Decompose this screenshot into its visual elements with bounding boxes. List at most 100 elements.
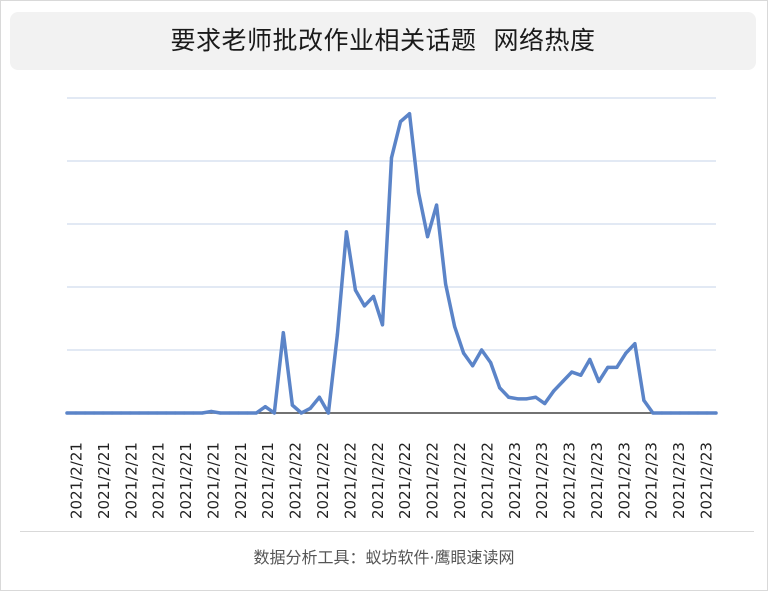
data-point bbox=[236, 411, 240, 415]
data-point bbox=[209, 409, 213, 414]
data-point bbox=[155, 411, 159, 415]
x-tick-label: 2021/2/22 bbox=[478, 442, 496, 519]
x-tick-label: 2021/2/22 bbox=[287, 442, 305, 519]
data-point bbox=[164, 411, 168, 415]
data-point bbox=[398, 120, 403, 124]
data-point bbox=[651, 411, 655, 415]
data-point bbox=[380, 323, 385, 327]
data-point bbox=[633, 342, 637, 346]
data-point bbox=[308, 406, 312, 410]
x-tick-label: 2021/2/23 bbox=[561, 442, 579, 519]
data-point bbox=[462, 351, 466, 355]
x-tick-label: 2021/2/21 bbox=[122, 442, 140, 519]
data-point bbox=[471, 364, 475, 368]
data-point bbox=[281, 331, 285, 335]
x-tick-label: 2021/2/22 bbox=[424, 442, 442, 519]
data-point bbox=[317, 395, 321, 399]
data-point bbox=[425, 235, 430, 239]
data-point bbox=[507, 395, 511, 399]
data-point bbox=[335, 332, 340, 336]
data-point bbox=[443, 282, 448, 286]
x-tick-label: 2021/2/23 bbox=[670, 442, 688, 519]
data-point bbox=[642, 398, 646, 402]
data-point bbox=[362, 304, 367, 308]
x-tick-label: 2021/2/21 bbox=[150, 442, 168, 519]
data-point bbox=[254, 411, 258, 415]
data-point bbox=[137, 411, 141, 415]
data-point bbox=[353, 288, 358, 292]
data-point bbox=[146, 411, 150, 415]
footer-divider bbox=[20, 531, 754, 532]
x-tick-label: 2021/2/21 bbox=[204, 442, 222, 519]
data-point bbox=[561, 379, 565, 384]
data-point bbox=[579, 373, 583, 377]
data-point bbox=[110, 411, 114, 415]
x-tick-label: 2021/2/22 bbox=[369, 442, 387, 519]
title-bar: 要求老师批改作业相关话题 网络热度 bbox=[10, 12, 756, 70]
x-tick-label: 2021/2/21 bbox=[68, 442, 86, 519]
x-tick-label: 2021/2/22 bbox=[451, 442, 469, 519]
x-tick-label: 2021/2/22 bbox=[396, 442, 414, 519]
data-point bbox=[218, 411, 222, 415]
gridlines bbox=[67, 97, 716, 351]
data-point bbox=[687, 411, 691, 415]
data-point bbox=[290, 403, 294, 407]
data-point bbox=[480, 348, 484, 352]
x-tick-label: 2021/2/23 bbox=[533, 442, 551, 519]
data-point bbox=[489, 361, 493, 365]
data-point bbox=[272, 411, 276, 415]
data-point bbox=[597, 379, 601, 384]
data-point bbox=[453, 324, 457, 328]
data-point bbox=[344, 230, 349, 234]
x-tick-label: 2021/2/21 bbox=[177, 442, 195, 519]
data-point bbox=[570, 370, 574, 374]
x-tick-label: 2021/2/23 bbox=[506, 442, 524, 519]
data-point bbox=[182, 411, 186, 415]
data-point bbox=[263, 405, 267, 409]
data-point bbox=[588, 357, 592, 362]
data-point bbox=[714, 411, 718, 415]
x-tick-label: 2021/2/23 bbox=[643, 442, 661, 519]
data-point bbox=[191, 411, 195, 415]
data-point bbox=[606, 365, 610, 369]
data-point bbox=[299, 411, 303, 415]
data-point bbox=[101, 411, 105, 415]
data-point bbox=[128, 411, 132, 415]
data-point bbox=[678, 411, 682, 415]
data-point bbox=[669, 411, 673, 415]
x-tick-labels: 2021/2/21 2021/2/21 2021/2/21 2021/2/21 2021… bbox=[68, 442, 716, 519]
data-point bbox=[705, 411, 709, 415]
data-point bbox=[525, 397, 529, 401]
data-point bbox=[516, 397, 520, 401]
data-point bbox=[92, 411, 96, 415]
data-point bbox=[371, 294, 376, 299]
data-point bbox=[624, 351, 628, 355]
x-tick-label: 2021/2/23 bbox=[588, 442, 606, 519]
x-tick-label: 2021/2/21 bbox=[95, 442, 113, 519]
data-point bbox=[552, 389, 556, 393]
data-point bbox=[74, 411, 78, 415]
x-tick-label: 2021/2/23 bbox=[698, 442, 716, 519]
data-point bbox=[543, 401, 547, 406]
data-point bbox=[434, 203, 439, 207]
x-tick-label: 2021/2/23 bbox=[615, 442, 633, 519]
data-point bbox=[660, 411, 664, 415]
data-point bbox=[696, 411, 700, 415]
footer-source: 数据分析工具：蚁坊软件·鹰眼速读网 bbox=[253, 548, 515, 567]
data-point bbox=[245, 411, 249, 415]
x-tick-label: 2021/2/22 bbox=[341, 442, 359, 519]
data-point bbox=[326, 411, 330, 415]
data-point bbox=[83, 411, 87, 415]
data-point bbox=[227, 411, 231, 415]
data-point bbox=[615, 365, 619, 369]
data-point bbox=[498, 386, 502, 390]
data-point bbox=[534, 395, 538, 399]
data-point bbox=[65, 411, 69, 415]
data-point bbox=[173, 411, 177, 415]
data-point bbox=[389, 156, 394, 160]
chart-title: 要求老师批改作业相关话题 网络热度 bbox=[170, 26, 596, 55]
x-tick-label: 2021/2/22 bbox=[314, 442, 332, 519]
data-point bbox=[119, 411, 123, 415]
data-point bbox=[200, 411, 204, 415]
